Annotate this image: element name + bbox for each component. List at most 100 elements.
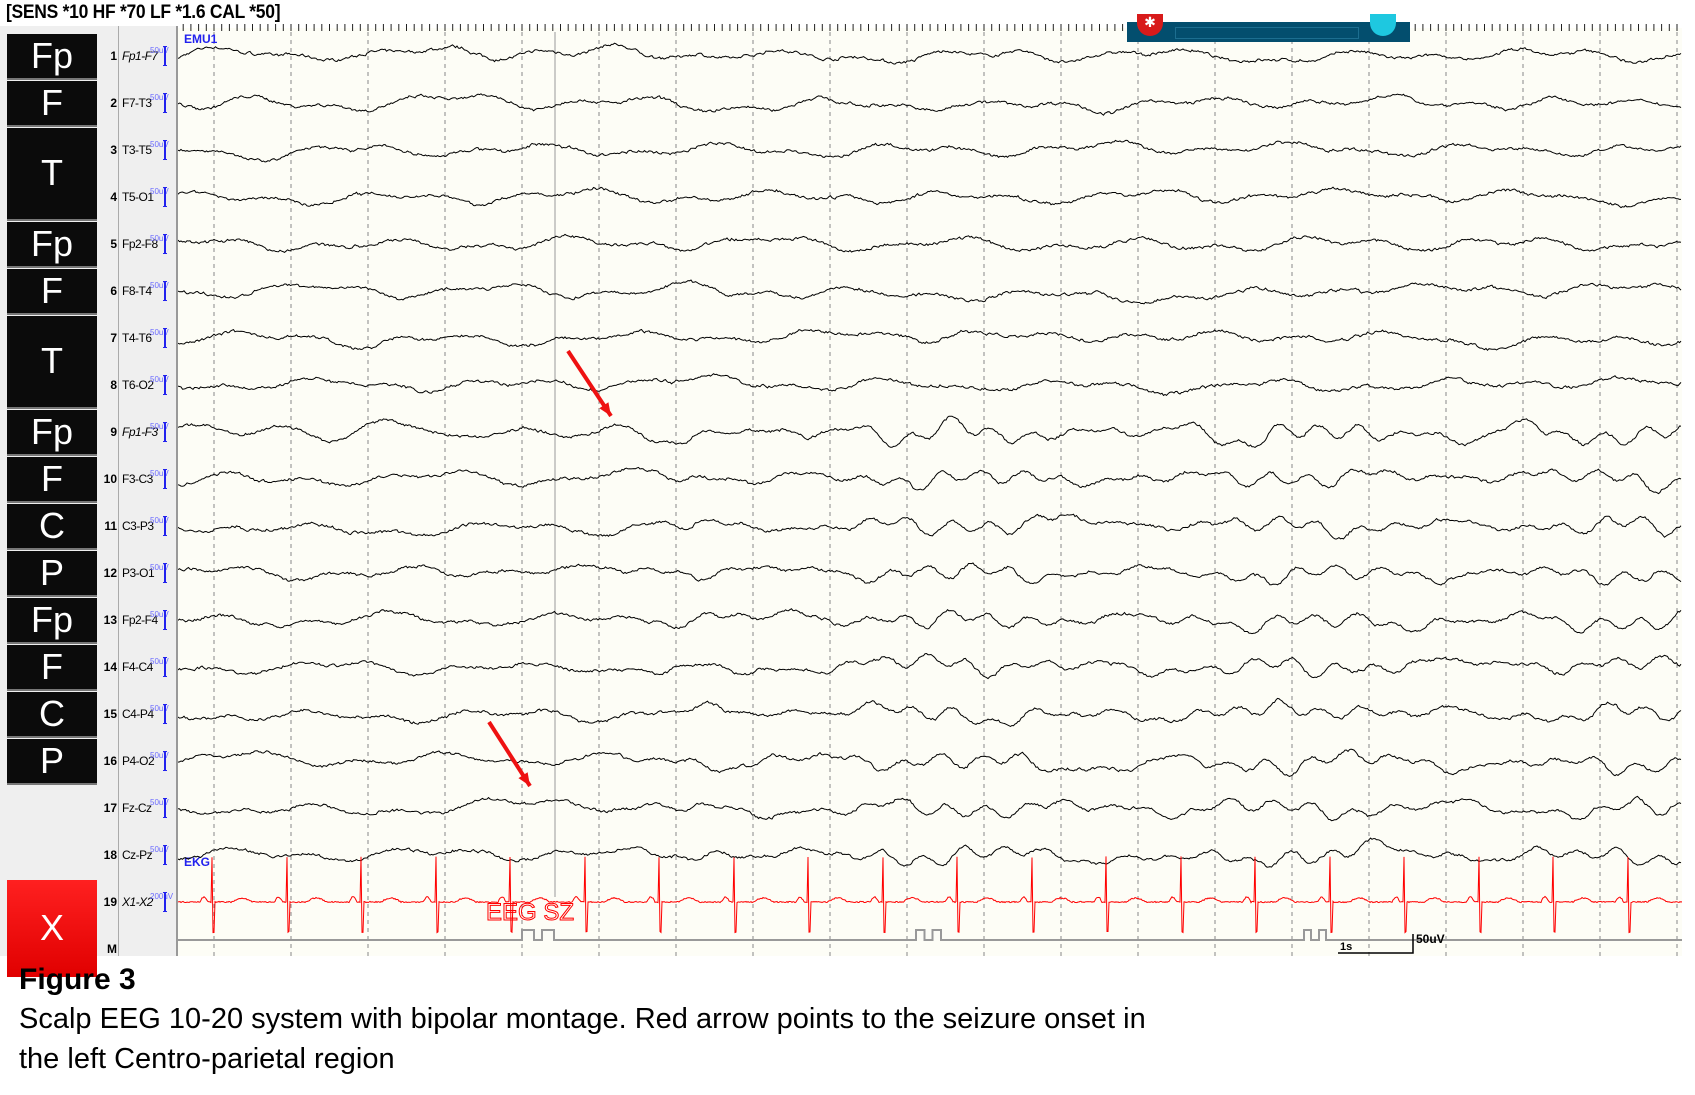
calibration-bar <box>163 46 167 66</box>
toolbar-slider[interactable] <box>1175 27 1359 39</box>
channel-number: 10 <box>103 472 117 486</box>
sensitivity-label: 50uV <box>150 657 169 667</box>
sensitivity-label: 50uV <box>150 93 169 103</box>
recording-settings: [SENS *10 HF *70 LF *1.6 CAL *50] <box>6 2 281 23</box>
channel-group-f[interactable]: F <box>7 644 97 691</box>
figure-caption-line: the left Centro-parietal region <box>19 1043 395 1075</box>
channel-label[interactable]: T3-T5 <box>122 143 152 157</box>
channel-number: 4 <box>110 190 117 204</box>
channel-number: 9 <box>110 425 117 439</box>
eeg-trace-channel-5 <box>178 233 1682 253</box>
channel-label[interactable]: F7-T3 <box>122 96 152 110</box>
montage-label: EMU1 <box>184 32 218 46</box>
calibration-bar <box>163 375 167 395</box>
channel-group-c[interactable]: C <box>7 503 97 550</box>
channel-label[interactable]: C4-P4 <box>122 707 154 721</box>
sensitivity-label: 50uV <box>150 422 169 432</box>
calibration-bar <box>163 892 167 912</box>
channel-label[interactable]: Fp2-F8 <box>122 237 158 251</box>
channel-label[interactable]: P3-O1 <box>122 566 155 580</box>
sensitivity-label: 50uV <box>150 46 169 56</box>
channel-group-panel: Fp F T Fp F T Fp F C P Fp F C P X <box>0 26 178 977</box>
channel-number: 17 <box>103 801 117 815</box>
channel-group-fp[interactable]: Fp <box>7 221 97 268</box>
channel-group-c[interactable]: C <box>7 691 97 738</box>
channel-number: 1 <box>110 49 117 63</box>
channel-group-x[interactable]: X <box>7 879 97 977</box>
channel-group-fp[interactable]: Fp <box>7 33 97 80</box>
channel-number: 11 <box>104 519 117 533</box>
column-divider <box>118 26 119 956</box>
channel-group-f[interactable]: F <box>7 456 97 503</box>
calibration-bar <box>163 93 167 113</box>
channel-number: 16 <box>103 754 117 768</box>
figure-caption-line: Scalp EEG 10-20 system with bipolar mont… <box>19 1003 1146 1035</box>
navigate-icon[interactable] <box>1370 14 1396 36</box>
eeg-trace-channel-9 <box>178 415 1682 448</box>
sensitivity-label: 50uV <box>150 610 169 620</box>
channel-group-p[interactable]: P <box>7 550 97 597</box>
seizure-onset-arrow <box>566 349 613 418</box>
channel-label[interactable]: Fz-Cz <box>122 801 152 815</box>
eeg-trace-channel-13 <box>178 608 1682 635</box>
calibration-bar <box>163 516 167 536</box>
channel-number: 2 <box>110 96 117 110</box>
eeg-trace-channel-11 <box>178 513 1682 540</box>
channel-number: M <box>107 942 117 956</box>
channel-number: 18 <box>103 848 117 862</box>
channel-group-t[interactable]: T <box>7 315 97 409</box>
channel-label[interactable]: Cz-Pz <box>122 848 153 862</box>
channel-group-f[interactable]: F <box>7 80 97 127</box>
channel-label[interactable]: Fp2-F4 <box>122 613 158 627</box>
ekg-trace <box>178 856 1682 934</box>
channel-label[interactable]: F8-T4 <box>122 284 152 298</box>
calibration-bar <box>163 187 167 207</box>
channel-number: 8 <box>110 378 117 392</box>
channel-group-t[interactable]: T <box>7 127 97 221</box>
eeg-trace-area[interactable]: EMU1 EKG EEG SZ 1s 50uV <box>178 24 1682 956</box>
channel-label[interactable]: T5-O1 <box>122 190 154 204</box>
channel-label[interactable]: C3-P3 <box>122 519 154 533</box>
calibration-bar <box>163 469 167 489</box>
eeg-trace-channel-1 <box>178 42 1682 65</box>
calibration-bar <box>163 657 167 677</box>
channel-label[interactable]: T4-T6 <box>122 331 152 345</box>
channel-number: 7 <box>110 331 117 345</box>
eeg-trace-channel-14 <box>178 652 1682 680</box>
eeg-trace-channel-12 <box>178 562 1682 586</box>
eeg-trace-channel-16 <box>178 748 1682 777</box>
channel-group-f[interactable]: F <box>7 268 97 315</box>
channel-label[interactable]: X1-X2 <box>122 895 153 909</box>
channel-label[interactable]: Fp1-F7 <box>122 49 158 63</box>
sensitivity-label: 50uV <box>150 798 169 808</box>
arrow-head-icon <box>518 772 530 786</box>
calibration-bar <box>163 281 167 301</box>
channel-label[interactable]: T6-O2 <box>122 378 154 392</box>
channel-group-p[interactable]: P <box>7 738 97 785</box>
calibration-bar <box>163 563 167 583</box>
calibration-bar <box>163 234 167 254</box>
channel-number: 15 <box>103 707 117 721</box>
channel-label[interactable]: F4-C4 <box>122 660 153 674</box>
channel-label[interactable]: F3-C3 <box>122 472 153 486</box>
channel-label[interactable]: Fp1-F3 <box>122 425 158 439</box>
calibration-bar <box>163 328 167 348</box>
eeg-trace-channel-17 <box>178 795 1682 822</box>
sensitivity-label: 50uV <box>150 751 169 761</box>
marker-channel-trace <box>178 929 1682 941</box>
channel-number: 14 <box>103 660 117 674</box>
sensitivity-label: 50uV <box>150 704 169 714</box>
scale-time-label: 1s <box>1340 941 1352 953</box>
eeg-trace-channel-8 <box>178 373 1682 397</box>
channel-label[interactable]: P4-O2 <box>122 754 155 768</box>
channel-group-fp[interactable]: Fp <box>7 597 97 644</box>
close-icon[interactable]: ✱ <box>1137 14 1163 36</box>
channel-group-fp[interactable]: Fp <box>7 409 97 456</box>
ekg-label: EKG <box>184 855 210 869</box>
column-divider <box>176 26 178 956</box>
sensitivity-label: 50uV <box>150 563 169 573</box>
figure-title: Figure 3 <box>19 963 136 996</box>
sensitivity-label: 50uV <box>150 234 169 244</box>
eeg-trace-channel-10 <box>178 466 1682 495</box>
calibration-bar <box>163 422 167 442</box>
